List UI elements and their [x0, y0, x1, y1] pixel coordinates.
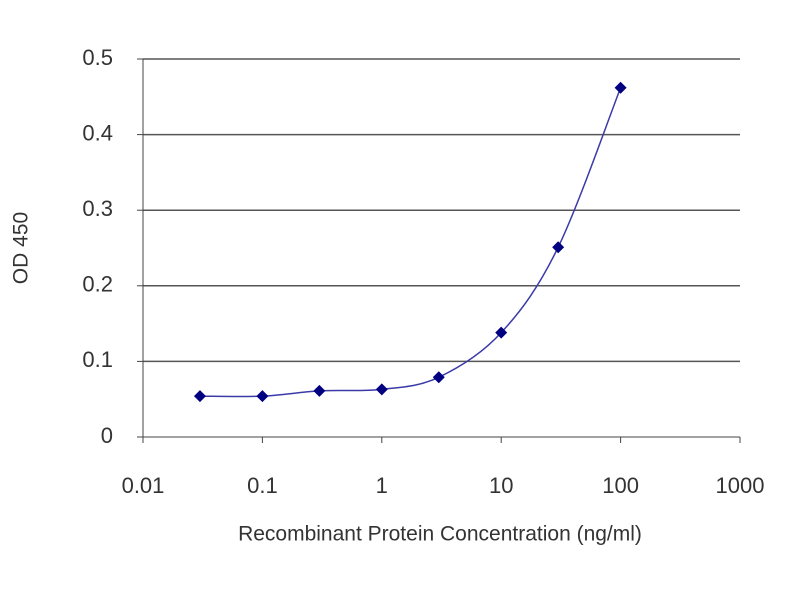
x-tick-label: 10	[489, 473, 513, 498]
y-tick-label: 0.4	[82, 120, 113, 145]
marker	[614, 81, 627, 94]
y-tick-label: 0.1	[82, 347, 113, 372]
x-tick-label: 1	[376, 473, 388, 498]
x-tick-label: 0.1	[247, 473, 278, 498]
marker	[375, 383, 388, 396]
x-tick-label: 100	[602, 473, 639, 498]
marker	[193, 390, 206, 403]
marker	[432, 371, 445, 384]
marker	[256, 390, 269, 403]
y-tick-label: 0.5	[82, 45, 113, 70]
y-tick-label: 0.3	[82, 196, 113, 221]
marker	[313, 384, 326, 397]
marker	[552, 241, 565, 254]
y-tick-label: 0	[101, 423, 113, 448]
x-axis-title: Recombinant Protein Concentration (ng/ml…	[238, 523, 642, 546]
x-tick-label: 1000	[716, 473, 765, 498]
y-tick-label: 0.2	[82, 272, 113, 297]
y-axis-title: OD 450	[10, 212, 33, 284]
x-tick-label: 0.01	[122, 473, 165, 498]
marker	[495, 326, 508, 339]
